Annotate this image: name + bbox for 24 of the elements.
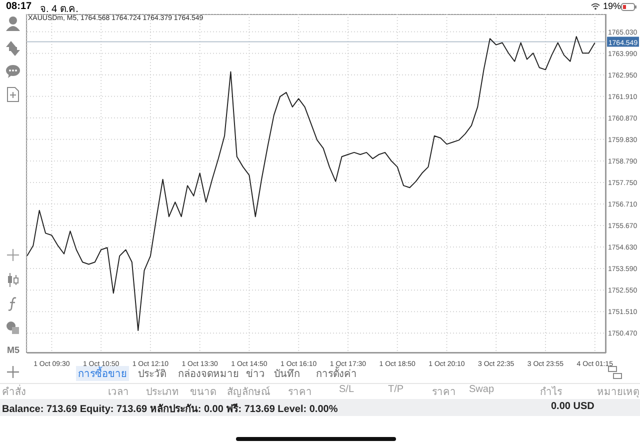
text: Swap	[469, 384, 494, 395]
text: Balance: 713.69 Equity: 713.69 หลักประกัน: 0.00 ฟรี: 713.69 Level: 0.00%	[2, 402, 338, 416]
text: เวลา	[108, 386, 129, 399]
text: กล่องจดหมาย	[177, 368, 240, 381]
text: บันทึก	[273, 368, 301, 381]
text: ข่าว	[245, 368, 266, 381]
text: T/P	[388, 384, 404, 395]
text: 0.00 USD	[551, 401, 594, 412]
annotation: จ. 4 ต.ค.	[40, 3, 78, 15]
text: 08:17	[6, 1, 32, 12]
text: ราคา	[432, 386, 456, 399]
text: การตั้งค่า	[315, 366, 358, 381]
text: 19%	[603, 1, 622, 11]
text: กำไร	[540, 385, 562, 399]
text: สัญลักษณ์	[227, 385, 270, 399]
text: ราคา	[288, 386, 312, 399]
text: ขนาด	[190, 386, 216, 399]
text: การซื้อขาย	[76, 366, 129, 381]
text: ประเภท	[146, 386, 179, 399]
text: S/L	[339, 384, 354, 395]
text: หมายเหตุ	[597, 386, 639, 399]
text: คำสั่ง	[2, 384, 26, 399]
text: ประวัติ	[137, 368, 167, 381]
text: M5	[7, 345, 20, 355]
